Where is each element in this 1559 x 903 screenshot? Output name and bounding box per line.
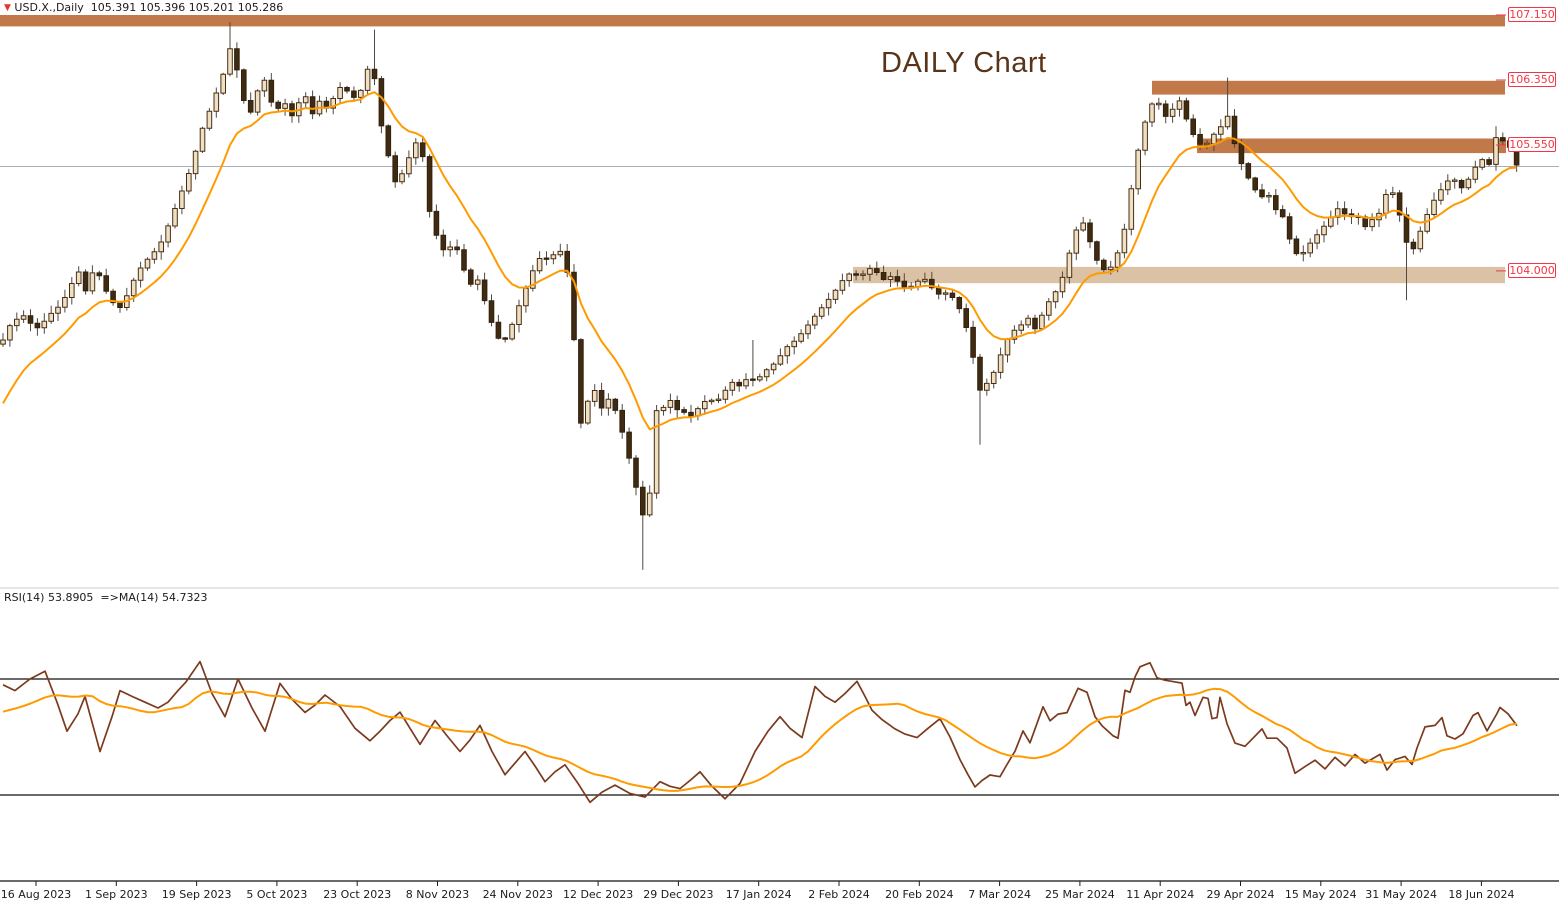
date-label[interactable]: 23 Oct 2023 [323,888,391,901]
symbol-marker-icon: ▼ [4,3,11,13]
date-label[interactable]: 19 Sep 2023 [162,888,232,901]
rsi-line [2,660,1518,804]
up-candles[interactable] [0,48,1499,516]
date-label[interactable]: 24 Nov 2023 [483,888,553,901]
ohlc-close: 105.286 [237,1,284,14]
symbol-name: USD.X.,Daily [14,1,84,14]
chart-title: DAILY Chart [881,47,1047,79]
date-label[interactable]: 1 Sep 2023 [85,888,148,901]
price-label-106.350[interactable]: 106.350 [1508,72,1556,87]
date-label[interactable]: 5 Oct 2023 [246,888,307,901]
date-label[interactable]: 2 Feb 2024 [808,888,869,901]
price-label-105.550[interactable]: 105.550 [1508,137,1556,152]
date-label[interactable]: 15 May 2024 [1285,888,1357,901]
date-label[interactable]: 11 Apr 2024 [1126,888,1194,901]
date-label[interactable]: 7 Mar 2024 [968,888,1031,901]
date-label[interactable]: 29 Apr 2024 [1206,888,1274,901]
date-label[interactable]: 12 Dec 2023 [563,888,633,901]
price-label-104.000[interactable]: 104.000 [1508,263,1556,278]
symbol-info-bar[interactable]: ▼ USD.X.,Daily 105.391 105.396 105.201 1… [4,1,283,14]
ohlc-high: 105.396 [139,1,186,14]
resistance-zone-105550[interactable] [1197,138,1506,154]
support-zone-104000[interactable] [853,266,1505,284]
price-ma-line [2,91,1517,431]
date-label[interactable]: 31 May 2024 [1365,888,1437,901]
date-label[interactable]: 16 Aug 2023 [1,888,71,901]
ohlc-open: 105.391 [90,1,137,14]
resistance-zone-106350[interactable] [1152,80,1505,95]
price-label-107.150[interactable]: 107.150 [1508,7,1556,22]
date-label[interactable]: 20 Feb 2024 [885,888,953,901]
date-label[interactable]: 18 Jun 2024 [1448,888,1514,901]
candle-wicks [2,22,1518,570]
rsi-indicator-label[interactable]: RSI(14) 53.8905 =>MA(14) 54.7323 [4,591,208,604]
ohlc-low: 105.201 [188,1,235,14]
resistance-zone-107150[interactable] [0,15,1505,27]
date-label[interactable]: 8 Nov 2023 [406,888,469,901]
date-label[interactable]: 25 Mar 2024 [1045,888,1115,901]
date-label[interactable]: 17 Jan 2024 [726,888,792,901]
rsi-ma-line [2,687,1517,792]
date-label[interactable]: 29 Dec 2023 [643,888,713,901]
